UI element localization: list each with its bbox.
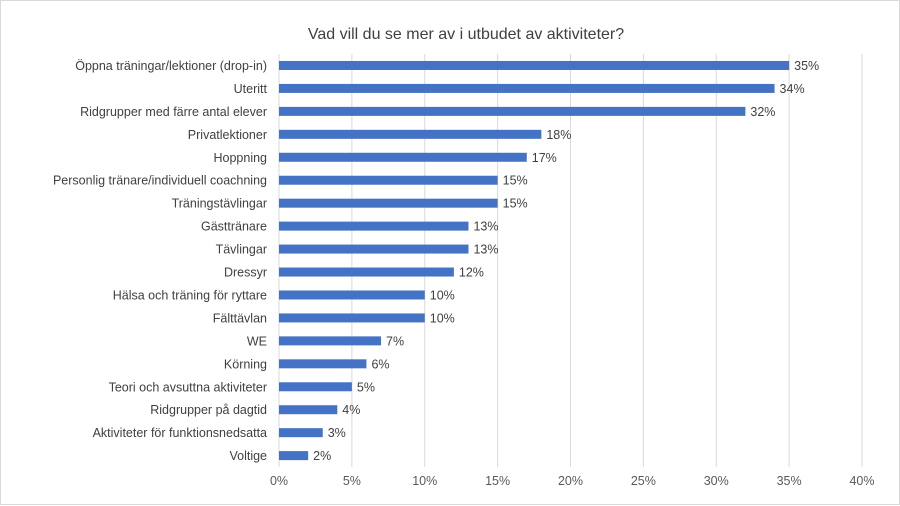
x-tick-label: 20%: [558, 474, 583, 488]
x-tick-label: 15%: [485, 474, 510, 488]
category-label: Träningstävlingar: [172, 197, 267, 211]
data-label: 15%: [503, 197, 528, 211]
category-label: Personlig tränare/individuell coachning: [53, 174, 267, 188]
bar: [279, 221, 469, 231]
bar: [279, 290, 425, 300]
bar: [279, 106, 746, 116]
bar: [279, 175, 498, 185]
x-tick-label: 5%: [343, 474, 361, 488]
data-label: 3%: [328, 426, 346, 440]
bar: [279, 83, 775, 93]
category-label: Körning: [224, 357, 267, 371]
data-label: 7%: [386, 334, 404, 348]
data-label: 5%: [357, 380, 375, 394]
bars: [279, 60, 790, 461]
bar: [279, 428, 323, 438]
category-label: Gästtränare: [201, 220, 267, 234]
category-label: Fälttävlan: [213, 311, 267, 325]
bar: [279, 244, 469, 254]
bar: [279, 405, 338, 415]
bar: [279, 198, 498, 208]
gridlines: [278, 54, 863, 468]
bar: [279, 382, 352, 392]
x-tick-label: 40%: [849, 474, 874, 488]
category-label: Dressyr: [224, 266, 267, 280]
category-label: Ridgrupper på dagtid: [150, 403, 267, 417]
bar: [279, 451, 309, 461]
chart-title: Vad vill du se mer av i utbudet av aktiv…: [308, 26, 624, 43]
category-label: WE: [247, 334, 267, 348]
data-label: 18%: [546, 128, 571, 142]
category-label: Tävlingar: [216, 243, 267, 257]
data-label: 13%: [473, 220, 498, 234]
data-label: 4%: [342, 403, 360, 417]
x-tick-label: 30%: [704, 474, 729, 488]
data-label: 2%: [313, 449, 331, 463]
category-label: Hoppning: [213, 151, 267, 165]
category-label: Aktiviteter för funktionsnedsatta: [93, 426, 267, 440]
bar: [279, 60, 790, 70]
bar: [279, 267, 454, 277]
bar: [279, 129, 542, 139]
category-label: Hälsa och träning för ryttare: [113, 288, 267, 302]
data-label: 12%: [459, 266, 484, 280]
bar: [279, 152, 527, 162]
category-label: Privatlektioner: [188, 128, 267, 142]
category-labels: Öppna träningar/lektioner (drop-in) Uteri…: [53, 59, 268, 463]
category-label: Teori och avsuttna aktiviteter: [109, 380, 267, 394]
category-label: Öppna träningar/lektioner (drop-in): [75, 59, 267, 73]
data-label: 34%: [780, 82, 805, 96]
bar: [279, 336, 382, 346]
category-label: Voltige: [229, 449, 267, 463]
bar: [279, 313, 425, 323]
category-label: Ridgrupper med färre antal elever: [80, 105, 267, 119]
x-tick-label: 35%: [777, 474, 802, 488]
x-axis-tick-labels: 0% 5% 10% 15% 20% 25% 30% 35% 40%: [270, 474, 875, 488]
data-labels: 35% 34% 32% 18% 17% 15% 15% 13% 13% 12% 10% 10% 7% 6%…: [313, 59, 819, 463]
x-tick-label: 25%: [631, 474, 656, 488]
data-label: 17%: [532, 151, 557, 165]
category-label: Uteritt: [234, 82, 268, 96]
data-label: 35%: [794, 59, 819, 73]
data-label: 10%: [430, 288, 455, 302]
data-label: 32%: [750, 105, 775, 119]
data-label: 15%: [503, 174, 528, 188]
x-tick-label: 10%: [412, 474, 437, 488]
data-label: 13%: [473, 243, 498, 257]
x-tick-label: 0%: [270, 474, 288, 488]
data-label: 6%: [371, 357, 389, 371]
bar: [279, 359, 367, 369]
data-label: 10%: [430, 311, 455, 325]
